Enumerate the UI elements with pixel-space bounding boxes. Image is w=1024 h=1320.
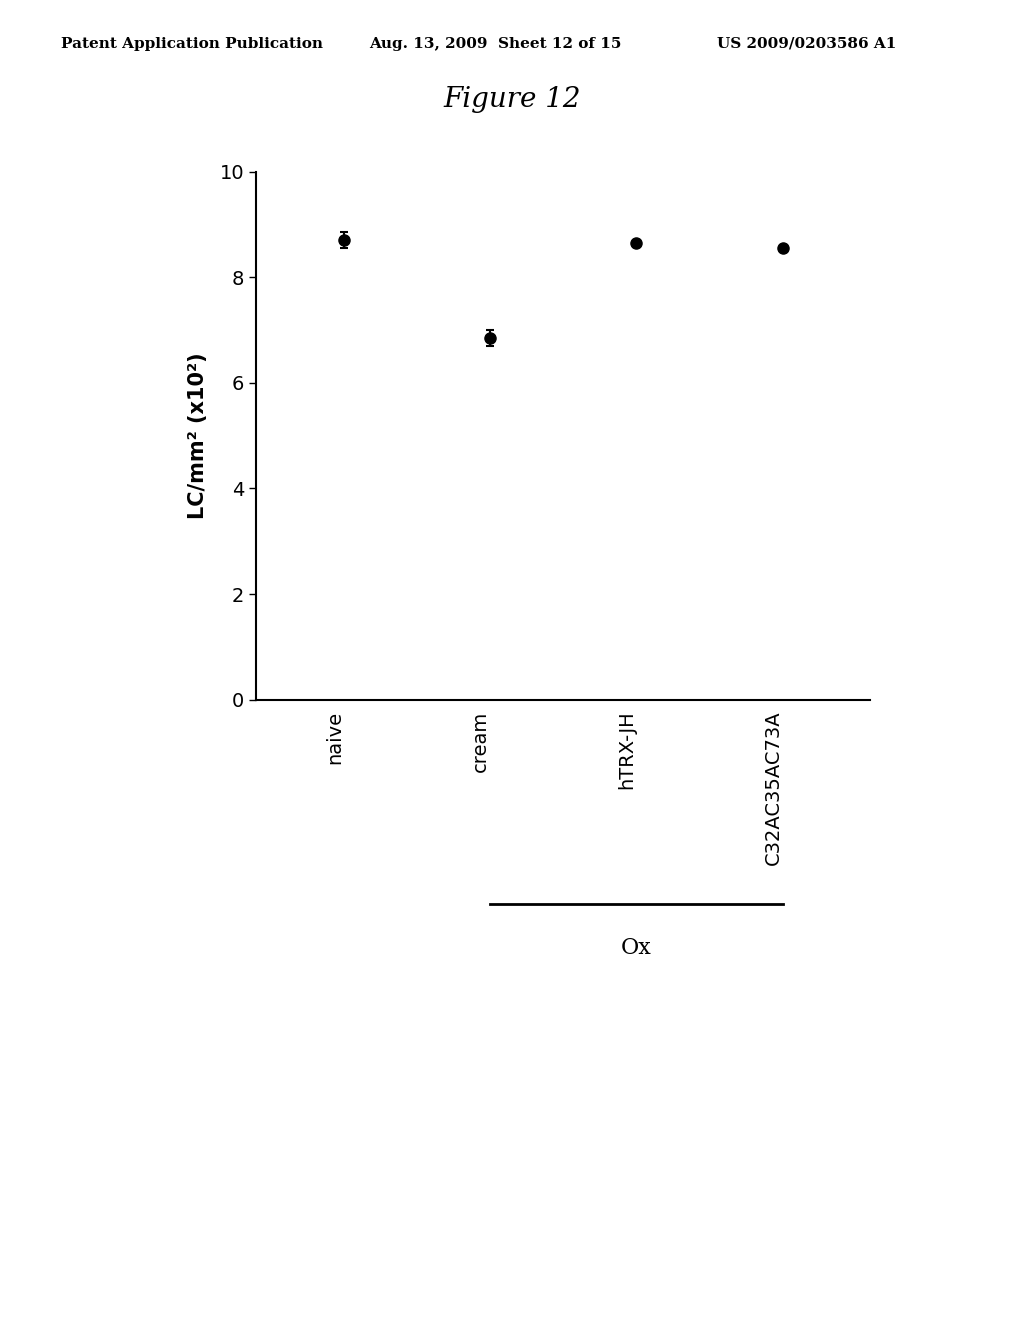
Y-axis label: LC/mm² (x10²): LC/mm² (x10²) [188,352,209,519]
Text: cream: cream [471,710,490,772]
Text: US 2009/0203586 A1: US 2009/0203586 A1 [717,37,896,51]
Text: Aug. 13, 2009  Sheet 12 of 15: Aug. 13, 2009 Sheet 12 of 15 [369,37,621,51]
Text: naive: naive [325,710,344,764]
Text: hTRX-JH: hTRX-JH [617,710,636,789]
Text: Ox: Ox [621,937,651,960]
Text: Patent Application Publication: Patent Application Publication [61,37,324,51]
Text: Figure 12: Figure 12 [443,86,581,112]
Text: C32AC35AC73A: C32AC35AC73A [764,710,782,866]
